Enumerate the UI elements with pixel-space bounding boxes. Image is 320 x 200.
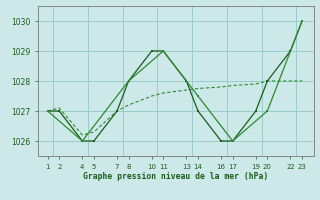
X-axis label: Graphe pression niveau de la mer (hPa): Graphe pression niveau de la mer (hPa)	[84, 172, 268, 181]
